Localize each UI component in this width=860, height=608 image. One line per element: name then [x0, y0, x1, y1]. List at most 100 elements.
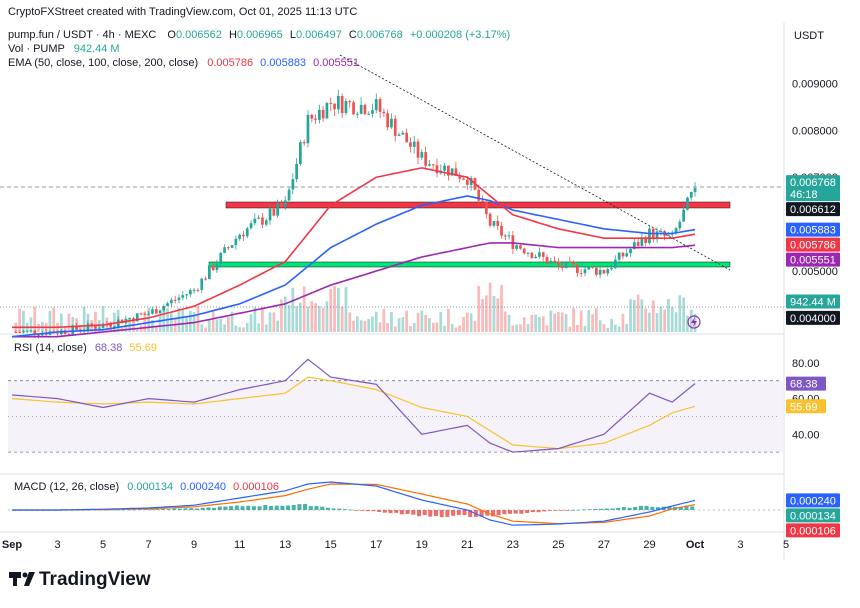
volume-bar [481, 299, 484, 332]
macd-hist-bar [360, 510, 364, 511]
macd-tag-text: 0.000134 [790, 510, 836, 522]
macd-hist-bar [212, 507, 217, 510]
price-tag-level-4000[interactable]: 0.004000 [786, 310, 840, 325]
rsi-tag[interactable]: 55.69 [786, 399, 826, 414]
macd-tag[interactable]: 0.000134 [786, 508, 840, 523]
price-tag-volume[interactable]: 942.44 M [786, 294, 840, 309]
resistance-zone[interactable] [225, 201, 731, 209]
price-tag-ema100[interactable]: 0.005883 [786, 222, 840, 237]
volume-bar [462, 317, 465, 332]
macd-hist-bar [667, 506, 672, 510]
macd-hist-bar [553, 510, 558, 511]
currency-label: USDT [794, 30, 824, 42]
volume-bar [477, 286, 481, 332]
macd-hist-bar [405, 510, 410, 514]
macd-hist-bar [399, 510, 404, 515]
macd-hist-bar [428, 510, 433, 517]
volume-bar [333, 286, 336, 332]
candle [363, 103, 367, 116]
macd-hist-bar [530, 510, 535, 513]
price-tag-ema50[interactable]: 0.005786 [786, 237, 840, 252]
volume-bar [128, 317, 131, 332]
macd-tag[interactable]: 0.000106 [786, 523, 840, 538]
volume-bar [276, 320, 279, 332]
macd-pane[interactable]: MACD (12, 26, close) 0.000134 0.000240 0… [8, 481, 840, 538]
candle [401, 130, 405, 135]
symbol-legend[interactable]: pump.fun / USDT · 4h · MEXC O0.006562 H0… [8, 29, 510, 41]
macd-hist-bar [200, 507, 205, 510]
candle [344, 98, 348, 116]
time-axis-label: 27 [598, 539, 610, 551]
candle [208, 263, 211, 280]
volume-bar [450, 324, 454, 332]
volume-bar [393, 326, 397, 332]
candle [29, 330, 33, 333]
volume-bar [473, 320, 477, 332]
volume-bar [52, 307, 56, 332]
rsi-axis-tick: 40.00 [792, 429, 820, 441]
rsi-legend[interactable]: RSI (14, close) 68.38 55.69 [14, 342, 157, 354]
volume-bar [568, 326, 572, 332]
macd-hist-bar [138, 509, 143, 510]
candle [466, 176, 469, 190]
price-tag-resistance[interactable]: 0.006612 [786, 202, 840, 217]
alert-icon[interactable] [687, 315, 701, 329]
macd-hist-bar [303, 503, 308, 510]
rsi-tag[interactable]: 68.38 [786, 376, 826, 391]
candle [390, 113, 393, 129]
candle [541, 251, 545, 262]
ema200-line[interactable] [12, 242, 696, 338]
rsi-pane[interactable]: RSI (14, close) 68.38 55.69 80.0060.0040… [8, 342, 826, 453]
price-axis-tick: 0.009000 [792, 78, 838, 90]
volume-bar [534, 314, 537, 332]
candle [378, 97, 382, 118]
candle [431, 163, 435, 169]
volume-legend[interactable]: Vol · PUMP 942.44 M [8, 43, 120, 55]
volume-bar [435, 322, 439, 332]
macd-hist-bar [223, 506, 228, 510]
price-tag-ema200[interactable]: 0.005551 [786, 252, 840, 267]
macd-line[interactable] [12, 481, 696, 526]
macd-tag[interactable]: 0.000240 [786, 493, 840, 508]
candle [659, 228, 663, 236]
candle [143, 312, 147, 315]
macd-hist-bar [343, 509, 347, 510]
volume-bar [371, 316, 374, 332]
volume-bar [545, 325, 549, 332]
rsi-line[interactable] [11, 358, 696, 453]
volume-bar [306, 306, 310, 332]
volume-bar [261, 306, 264, 332]
ema50-line[interactable] [12, 167, 696, 329]
volume-bar [181, 309, 185, 332]
price-pane[interactable] [0, 54, 784, 339]
volume-bar [401, 317, 405, 332]
macd-hist-bar [189, 508, 194, 510]
macd-hist-bar [257, 506, 262, 510]
macd-hist-bar [638, 505, 643, 510]
candle [128, 318, 131, 320]
volume-bar [560, 312, 564, 332]
macd-hist-bar [656, 507, 660, 510]
candle [276, 199, 279, 218]
support-zone[interactable] [208, 261, 731, 268]
volume-bar [557, 312, 560, 332]
tradingview-logo[interactable]: TradingView [9, 569, 151, 590]
candle [249, 220, 253, 230]
macd-hist-bar [183, 508, 188, 510]
candle [177, 294, 181, 304]
price-axis-tick: 0.005000 [792, 266, 838, 278]
candle [295, 158, 298, 183]
macd-legend[interactable]: MACD (12, 26, close) 0.000134 0.000240 0… [14, 481, 279, 493]
volume-bar [488, 282, 492, 332]
volume-bar [466, 312, 469, 332]
volume-bar [242, 327, 245, 332]
volume-bar [579, 310, 583, 332]
time-axis[interactable]: Sep 3 5 7 9 11 13 15 17 19 21 23 25 27 29 Oct 3 5 [2, 539, 789, 551]
candle [227, 246, 230, 250]
ema-legend[interactable]: EMA (50, close, 100, close, 200, close) … [8, 57, 359, 69]
macd-hist-bar [650, 506, 655, 510]
ema100-line[interactable] [11, 195, 696, 338]
